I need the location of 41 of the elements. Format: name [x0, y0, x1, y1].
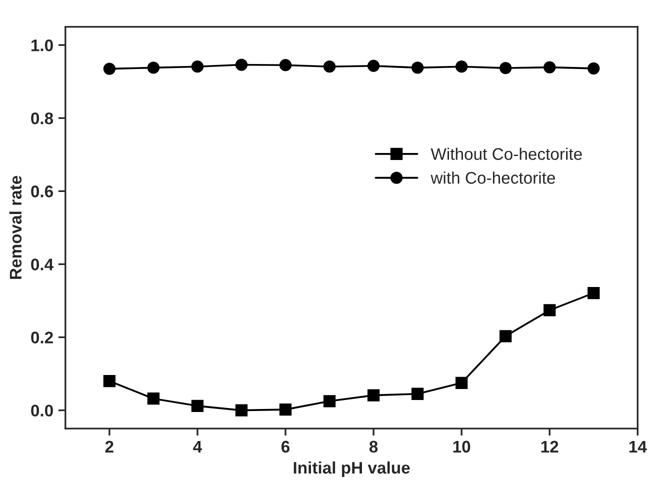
point — [588, 62, 600, 74]
x-tick-label: 4 — [193, 440, 202, 452]
point — [103, 62, 116, 75]
point — [191, 60, 204, 73]
y-tick-label: 0.8 — [31, 112, 54, 124]
x-tick-label: 12 — [541, 440, 558, 452]
point — [367, 389, 380, 402]
point — [500, 62, 512, 74]
point — [500, 330, 512, 342]
x-tick-label: 10 — [453, 440, 470, 453]
y-tick-label: 0.6 — [31, 186, 53, 198]
x-tick-label: 2 — [105, 440, 114, 452]
point — [411, 62, 424, 74]
legend-label: with Co-hectorite — [430, 172, 555, 184]
y-tick-label: 1.0 — [31, 39, 53, 52]
legend-label: Without Co-hectorite — [430, 148, 582, 160]
point — [235, 404, 248, 416]
point — [147, 62, 160, 74]
point — [147, 392, 160, 405]
point — [103, 375, 116, 388]
x-tick-label: 14 — [629, 440, 647, 452]
point — [411, 388, 424, 400]
y-tick-label: 0.4 — [31, 258, 54, 270]
point — [456, 376, 468, 389]
point — [544, 61, 556, 74]
point — [279, 403, 292, 416]
point — [367, 60, 380, 72]
point — [588, 286, 600, 300]
y-axis-title: Removal rate — [9, 176, 22, 279]
point — [235, 58, 248, 71]
x-tick-label: 8 — [369, 440, 378, 453]
point — [456, 60, 468, 73]
y-tick-label: 0.0 — [31, 404, 53, 416]
x-tick-label: 6 — [281, 440, 290, 453]
point — [279, 59, 292, 72]
y-tick-label: 0.2 — [31, 332, 53, 344]
point — [323, 395, 336, 408]
x-axis-title: Initial pH value — [294, 461, 410, 477]
point — [191, 400, 204, 412]
point — [323, 60, 336, 73]
point — [544, 304, 556, 316]
